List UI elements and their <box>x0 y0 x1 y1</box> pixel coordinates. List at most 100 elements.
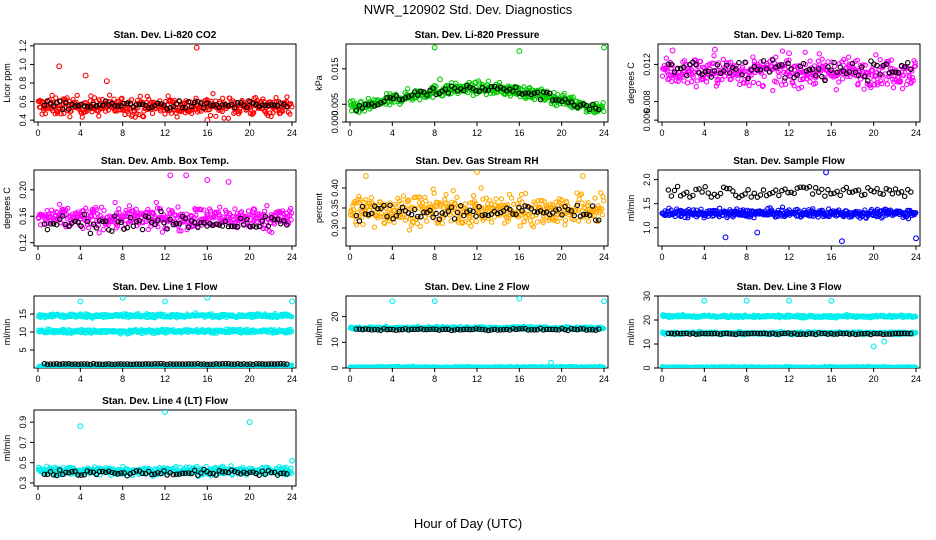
data-point <box>139 101 146 108</box>
x-tick-label: 24 <box>287 128 297 138</box>
data-point <box>871 189 877 195</box>
data-point <box>505 218 511 224</box>
data-point <box>904 60 911 66</box>
data-point <box>105 222 111 228</box>
data-points <box>347 44 607 116</box>
data-point <box>684 189 690 196</box>
data-point <box>547 93 553 99</box>
data-point <box>261 208 268 214</box>
data-point <box>350 207 357 213</box>
data-point <box>476 88 482 95</box>
x-tick-label: 0 <box>35 252 40 262</box>
data-point <box>858 192 865 198</box>
data-point <box>381 220 387 226</box>
data-point <box>93 103 100 109</box>
data-point <box>365 211 372 218</box>
data-points <box>659 170 919 245</box>
data-point <box>50 221 57 227</box>
data-point <box>513 84 519 90</box>
data-point <box>862 73 868 80</box>
data-point <box>121 100 127 107</box>
data-point <box>680 64 687 70</box>
data-point <box>158 208 164 215</box>
y-tick-label: 1.0 <box>642 221 652 234</box>
data-point <box>47 221 54 227</box>
panel-title: Stan. Dev. Li-820 CO2 <box>114 30 217 41</box>
data-point <box>540 210 547 216</box>
data-point <box>589 203 596 209</box>
data-point <box>871 77 877 83</box>
data-point <box>264 203 270 209</box>
data-point <box>430 186 436 192</box>
data-point <box>877 78 884 84</box>
data-point <box>669 47 676 54</box>
data-point <box>262 213 269 220</box>
x-tick-label: 24 <box>911 252 921 262</box>
data-point <box>210 91 216 97</box>
data-point <box>693 61 699 68</box>
data-point <box>360 221 366 228</box>
data-point <box>69 101 75 108</box>
data-point <box>745 186 751 193</box>
data-point <box>815 214 821 220</box>
data-point <box>188 103 195 110</box>
data-point <box>815 189 822 195</box>
data-point <box>550 97 556 103</box>
y-tick-label: 5 <box>18 347 28 352</box>
data-point <box>225 361 232 367</box>
data-point <box>288 210 295 216</box>
data-point <box>250 212 256 218</box>
data-point <box>124 361 130 367</box>
data-point <box>861 86 867 92</box>
data-point <box>140 114 147 120</box>
data-point <box>164 106 170 112</box>
data-point <box>259 218 266 224</box>
x-tick-label: 12 <box>160 374 170 384</box>
data-point <box>213 113 219 119</box>
data-point <box>75 361 81 368</box>
data-point <box>193 212 199 218</box>
data-point <box>665 61 672 67</box>
data-point <box>565 206 571 213</box>
data-point <box>96 102 103 108</box>
data-point <box>868 84 874 91</box>
data-point <box>371 224 378 230</box>
data-point <box>284 94 290 100</box>
data-point <box>417 96 423 103</box>
data-point <box>717 190 724 197</box>
data-point <box>791 190 797 197</box>
data-point <box>854 57 860 63</box>
data-point <box>390 215 396 222</box>
data-point <box>874 82 881 88</box>
data-point <box>713 83 719 89</box>
data-point <box>508 195 515 201</box>
y-tick-label: 1.2 <box>18 40 28 53</box>
data-point <box>387 200 393 206</box>
data-point <box>234 99 241 106</box>
data-point <box>789 70 795 77</box>
data-point <box>269 229 275 236</box>
x-tick-label: 20 <box>557 128 567 138</box>
panel-4: Stan. Dev. Amb. Box Temp.degrees C0.120.… <box>2 156 297 262</box>
data-point <box>414 220 420 227</box>
data-point <box>601 44 607 51</box>
data-point <box>217 204 223 210</box>
data-point <box>800 60 807 67</box>
data-point <box>288 363 294 368</box>
data-point <box>200 216 207 222</box>
data-point <box>152 103 158 109</box>
data-point <box>760 58 767 64</box>
data-point <box>219 223 226 229</box>
data-point <box>671 69 678 75</box>
data-point <box>873 52 879 58</box>
data-point <box>886 187 893 193</box>
data-point <box>277 220 284 227</box>
data-point <box>259 361 266 367</box>
data-point <box>583 211 590 217</box>
data-point <box>872 82 878 88</box>
data-point <box>589 213 595 219</box>
data-point <box>60 361 66 367</box>
data-point <box>496 79 503 86</box>
x-tick-label: 0 <box>35 128 40 138</box>
data-point <box>528 91 535 98</box>
